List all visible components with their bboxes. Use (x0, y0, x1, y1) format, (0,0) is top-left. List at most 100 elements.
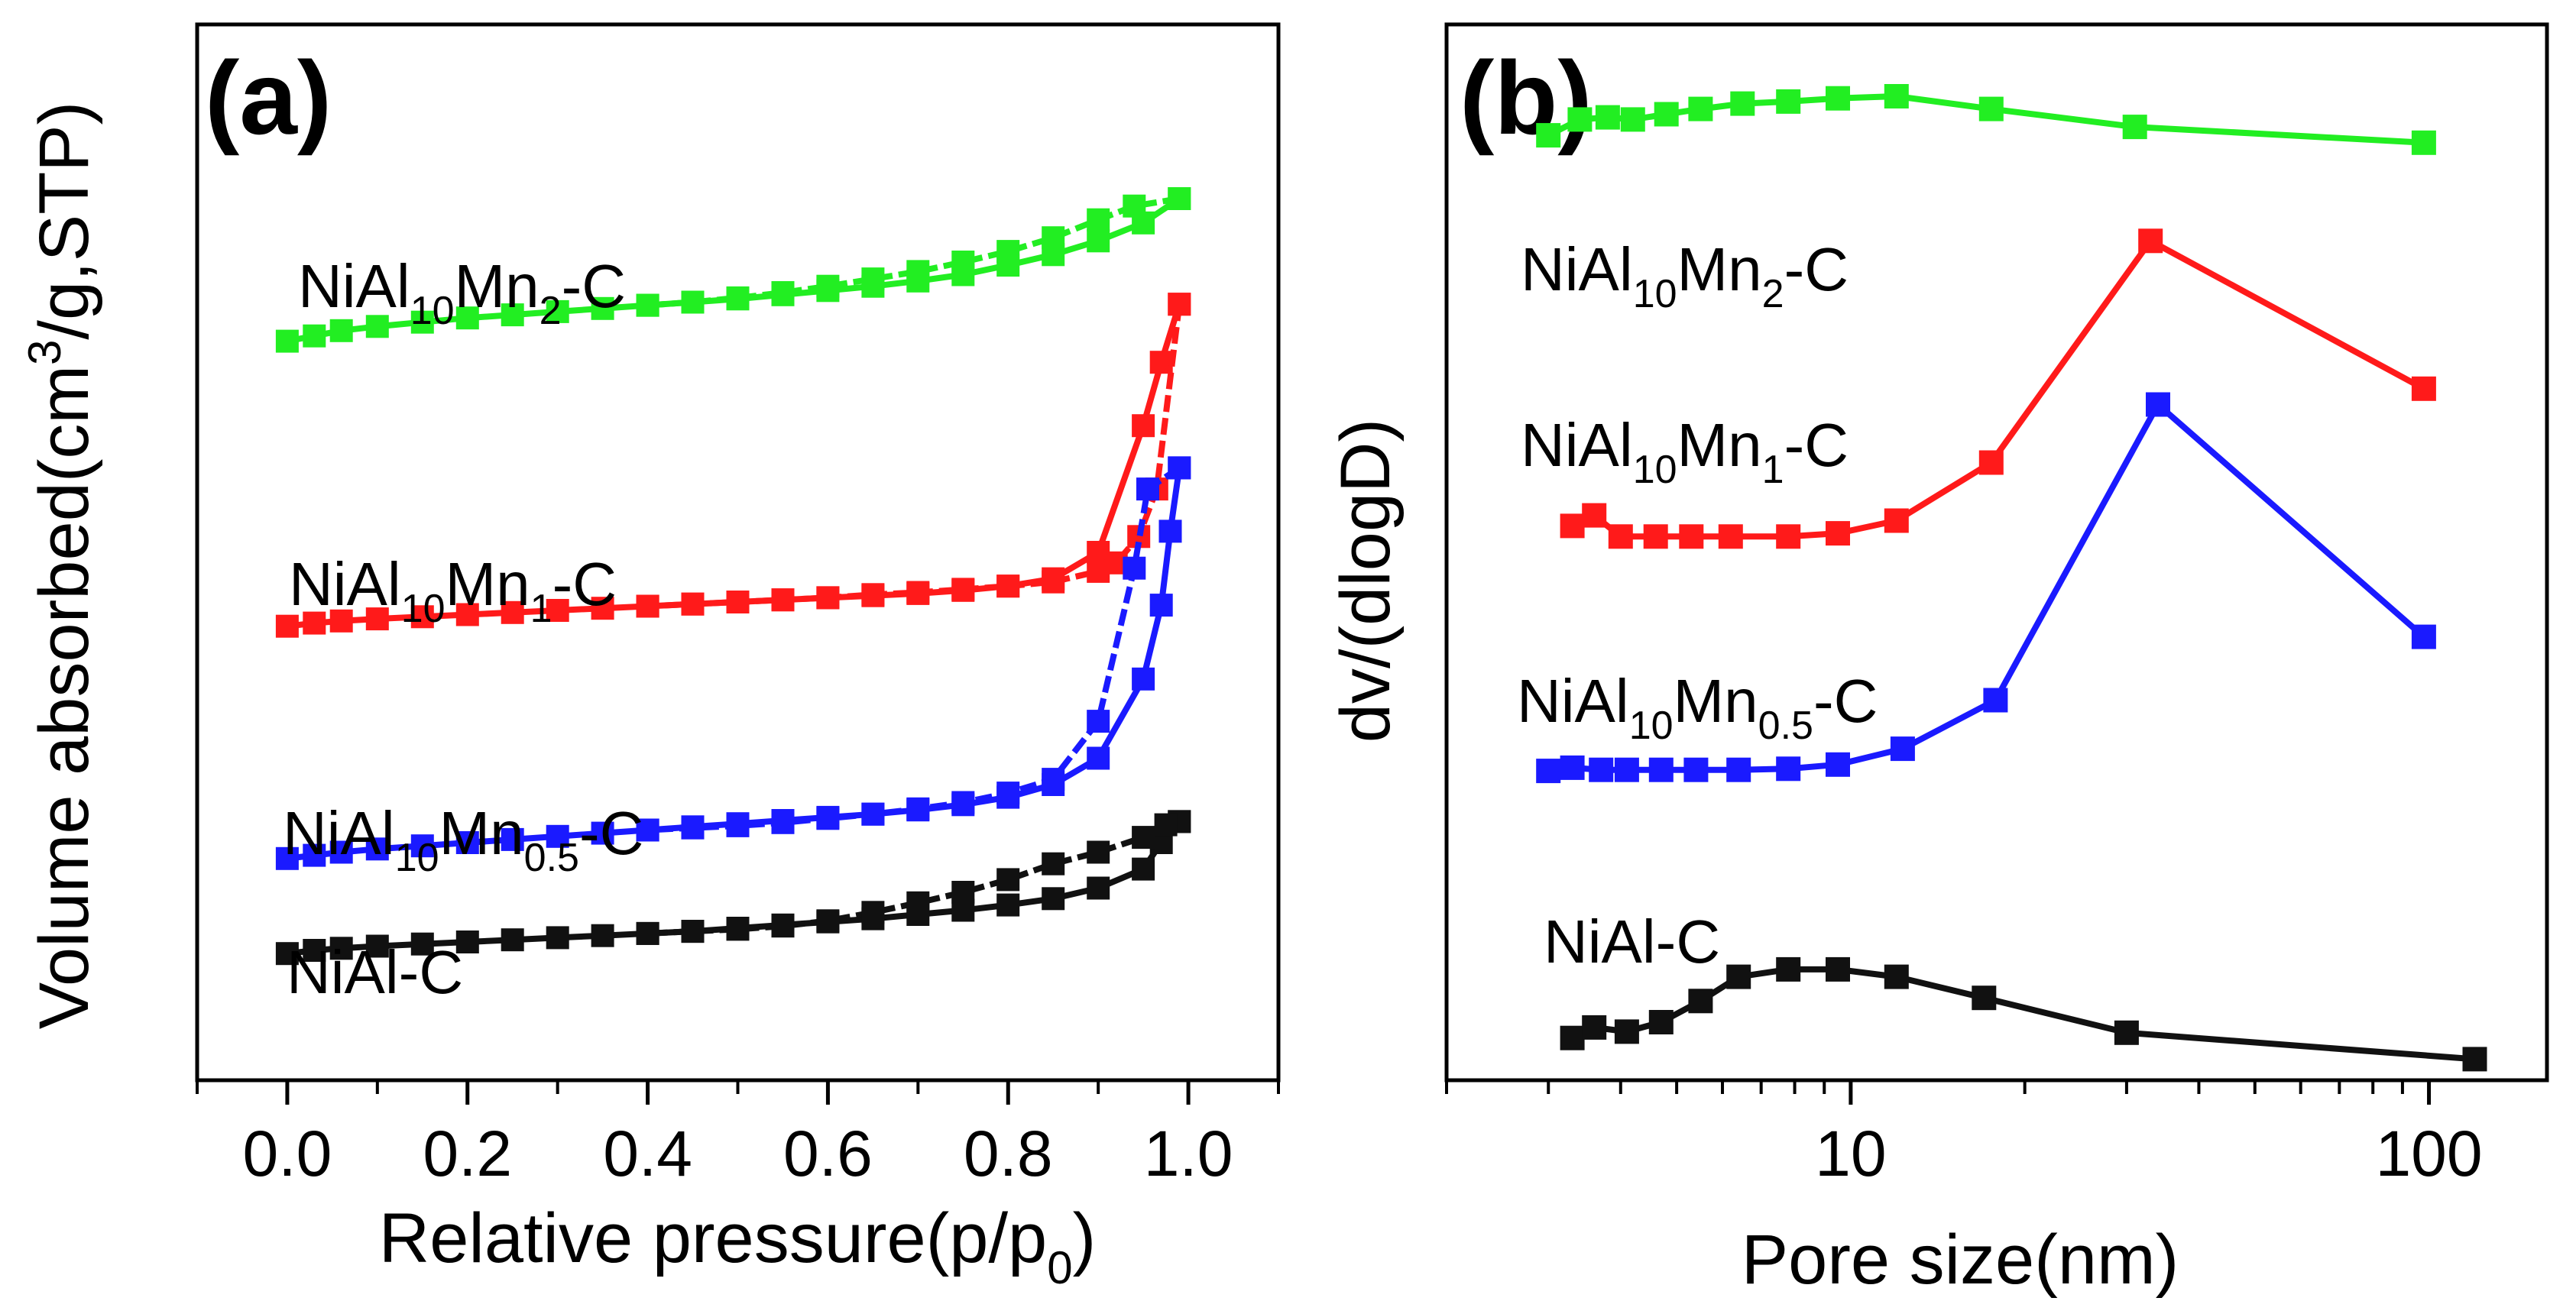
panel-b-data-point (1560, 1025, 1585, 1050)
panel-a-data-point (906, 891, 930, 914)
panel-b-label-nial10mn2-c-text: -C (1784, 235, 1849, 303)
panel-a-data-point (681, 290, 705, 314)
panel-a-series-nial-c (275, 810, 1191, 966)
panel-a-data-point (1168, 293, 1191, 316)
panel-b-label-nial10mn0-5-c-text: Mn (1674, 667, 1758, 735)
panel-a-data-point (303, 843, 326, 867)
panel-a-x-axis-title-sub: 0 (1047, 1242, 1072, 1293)
panel-b-data-point (1978, 96, 2004, 121)
panel-a-data-point (546, 824, 569, 848)
panel-a-label-nial10mn1-c-subscript: 10 (401, 587, 446, 631)
panel-a-data-point (951, 578, 975, 601)
panel-a-data-point (861, 802, 885, 826)
panel-b-label-nial10mn2-c: NiAl10Mn2-C (1521, 235, 1849, 316)
panel-a-data-point (816, 807, 840, 830)
panel-b-data-point (1884, 508, 1909, 533)
panel-a-x-tick-label: 0.6 (783, 1118, 873, 1189)
panel-a-series-nial10mn1-c (275, 293, 1191, 638)
panel-b-data-point (1884, 964, 1909, 989)
panel-b-data-point (1978, 450, 2004, 475)
panel-b-data-point (1648, 757, 1674, 782)
panel-a-data-point (1087, 208, 1110, 231)
panel-a-data-point (1087, 710, 1110, 733)
panel-b-series-nial10mn0-5-c (1536, 392, 2436, 784)
panel-a-data-point (996, 782, 1020, 805)
panel-a-label-nial10mn2-c-text: NiAl (298, 252, 410, 320)
plot-b-frame (1444, 22, 2549, 1083)
panel-b-data-point (2114, 1020, 2139, 1045)
panel-b-data-point (1560, 513, 1585, 539)
panel-a-data-point (501, 600, 524, 624)
panel-a-label-nial10mn0-5-c: NiAl10Mn0.5-C (283, 799, 643, 880)
panel-a-data-point (1149, 594, 1173, 617)
panel-b-data-point (1648, 1010, 1674, 1034)
panel-b-label-nial10mn2-c-text: NiAl (1521, 235, 1633, 303)
panel-a-adsorption-line (287, 196, 1181, 345)
panel-a-data-point (636, 921, 659, 945)
panel-b-data-point (1826, 86, 1850, 111)
panel-b-label-nial10mn1-c-subscript: 1 (1762, 448, 1784, 492)
panel-a-data-point (455, 603, 479, 626)
panel-b-label-nial10mn1-c: NiAl10Mn1-C (1521, 411, 1849, 492)
panel-a-data-point (996, 574, 1020, 598)
panel-b-data-point (2146, 392, 2170, 417)
panel-a-data-point (996, 868, 1020, 892)
panel-a-data-point (501, 303, 524, 327)
panel-a-data-point (816, 586, 840, 610)
panel-a-data-point (275, 846, 299, 870)
panel-a-label-nial10mn2-c-text: Mn (455, 252, 540, 320)
panel-a-desorption-line (647, 465, 1181, 833)
panel-b-data-point (2411, 130, 2436, 155)
panel-b-data-point (1679, 524, 1704, 549)
panel-a-label-nial10mn1-c-subscript: 1 (530, 587, 552, 631)
panel-a-data-point (951, 791, 975, 814)
panel-a-data-point (726, 591, 750, 613)
panel-a-data-point (410, 834, 434, 858)
panel-a-data-point (591, 296, 614, 320)
panel-a-data-point (329, 319, 353, 342)
panel-a-data-point (726, 286, 750, 309)
panel-a-data-point (1087, 840, 1110, 864)
panel-b-data-point (2462, 1047, 2487, 1072)
panel-a-data-point (1042, 226, 1065, 250)
panel-a-data-point (996, 893, 1020, 917)
panel-b-data-point (1582, 1015, 1607, 1040)
panel-a-y-axis-title-sup: 3 (19, 340, 70, 365)
panel-b-x-axis-title: Pore size(nm) (1742, 1221, 2179, 1299)
panel-a-data-point (329, 609, 353, 633)
panel-b-data-point (1589, 757, 1614, 782)
panel-a-data-point (1132, 857, 1155, 881)
panel-a-data-point (636, 293, 659, 317)
panel-a-data-point (861, 267, 885, 291)
panel-b-data-point (1776, 756, 1801, 782)
panel-a-data-point (1149, 351, 1173, 374)
panel-b-data-point (2138, 228, 2163, 254)
panel-a-label-nial-c-text: NiAl-C (287, 938, 463, 1006)
panel-a-x-tick-label: 0.0 (243, 1118, 332, 1189)
panel-b-label-nial10mn2-c-text: Mn (1677, 235, 1762, 303)
panel-b-data-point (2122, 115, 2147, 140)
panel-a-data-point (329, 937, 353, 960)
panel-a-label-nial10mn1-c-text: -C (552, 550, 617, 618)
panel-b-data-point (1643, 524, 1668, 549)
panel-b-data-point (1620, 107, 1645, 132)
panel-a-label-nial10mn1-c-text: NiAl (289, 550, 401, 618)
panel-a-data-point (501, 827, 524, 851)
panel-a-data-point (365, 934, 389, 958)
panel-a-tag: (a) (205, 40, 332, 156)
panel-b-data-point (1688, 989, 1713, 1014)
panel-a-data-point (726, 918, 750, 941)
panel-b-label-nial10mn2-c-subscript: 2 (1762, 272, 1784, 316)
panel-b-x-tick-label: 10 (1815, 1118, 1886, 1189)
panel-b-label-nial-c: NiAl-C (1544, 908, 1720, 976)
panel-a-data-point (771, 811, 795, 834)
panel-a-data-point (951, 251, 975, 273)
panel-a-data-point (636, 818, 659, 842)
panel-a: (a) 0.0 0.2 0.4 0.6 0.8 1.0 NiAl10Mn2-CNiAl10… (19, 22, 1281, 1293)
panel-a-data-point (1132, 414, 1155, 438)
panel-a-data-point (771, 281, 795, 304)
panel-a-series (275, 187, 1191, 966)
panel-a-data-point (546, 599, 569, 622)
panel-b-data-point (1726, 757, 1751, 782)
